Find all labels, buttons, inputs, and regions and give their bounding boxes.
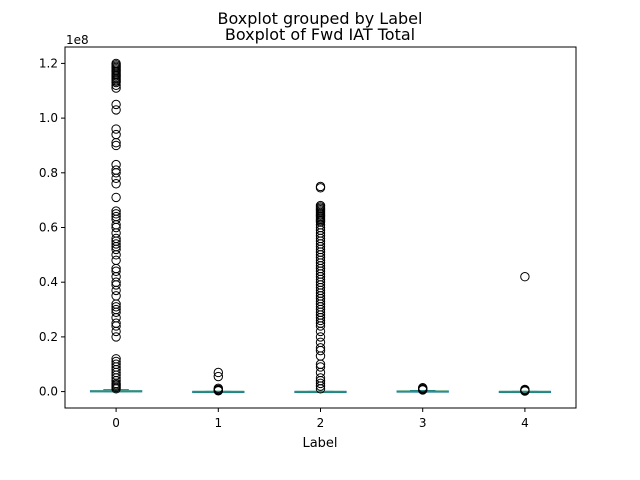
- y-tick-label: 0.0: [39, 385, 58, 399]
- box-group: [294, 181, 347, 394]
- flier-point: [418, 385, 428, 395]
- flier-point: [111, 83, 121, 93]
- x-tick-label: 1: [214, 416, 222, 430]
- flier-point: [111, 250, 121, 260]
- flier-point: [315, 351, 326, 361]
- flier-point: [111, 129, 121, 140]
- flier-point: [111, 239, 121, 249]
- y-tick-label: 1.2: [39, 56, 58, 70]
- flier-point: [213, 371, 224, 382]
- flier-point: [111, 192, 121, 203]
- flier-point: [111, 280, 121, 290]
- flier-point: [315, 315, 326, 326]
- plot-area: 0.0 0.2 0.4 0.6 0.8 1.0 1.2 0 1 2 3 4: [39, 56, 552, 430]
- flier-point: [315, 332, 326, 342]
- flier-point: [111, 168, 121, 178]
- flier-point: [111, 244, 121, 255]
- flier-point: [111, 105, 121, 115]
- flier-point: [315, 378, 326, 389]
- flier-point: [111, 285, 121, 296]
- y-offset-label: 1e8: [66, 33, 89, 47]
- flier-point: [111, 307, 121, 317]
- x-tick-label: 3: [419, 416, 427, 430]
- x-axis-label: Label: [302, 436, 337, 451]
- box-group: [192, 367, 245, 396]
- flier-point: [111, 124, 121, 134]
- flier-point: [315, 321, 326, 331]
- flier-point: [111, 140, 121, 151]
- flier-point: [315, 381, 326, 391]
- y-tick-label: 0.4: [39, 275, 58, 289]
- x-tick-label: 2: [317, 416, 325, 430]
- axes-frame: [64, 46, 577, 409]
- flier-point: [213, 386, 224, 396]
- box-group: [498, 272, 552, 396]
- flier-point: [315, 326, 326, 337]
- box-group: [89, 58, 143, 394]
- flier-point: [111, 77, 121, 88]
- flier-point: [111, 326, 121, 337]
- flier-point: [111, 80, 121, 90]
- flier-point: [315, 183, 326, 193]
- flier-point: [213, 367, 224, 378]
- flier-point: [315, 345, 326, 356]
- box-group: [396, 383, 449, 395]
- flier-point: [111, 255, 121, 266]
- x-tick-label: 4: [521, 416, 529, 430]
- flier-point: [520, 386, 530, 396]
- flier-point: [111, 209, 121, 219]
- chart-suptitle: Boxplot grouped by Label: [218, 9, 423, 28]
- chart-title: Boxplot of Fwd IAT Total: [225, 25, 415, 44]
- flier-point: [111, 384, 121, 394]
- flier-point: [111, 291, 121, 301]
- y-tick-label: 0.8: [39, 166, 58, 180]
- x-tick-label: 0: [112, 416, 120, 430]
- flier-point: [315, 384, 326, 394]
- flier-point: [111, 222, 121, 233]
- y-tick-label: 0.2: [39, 330, 58, 344]
- flier-point: [111, 321, 121, 331]
- y-tick-label: 0.6: [39, 221, 58, 235]
- flier-point: [111, 99, 121, 110]
- flier-point: [111, 138, 121, 148]
- flier-point: [111, 266, 121, 276]
- flier-point: [111, 302, 121, 312]
- flier-point: [111, 179, 121, 189]
- flier-point: [315, 362, 326, 372]
- flier-point: [111, 332, 121, 342]
- flier-point: [111, 173, 121, 183]
- y-tick-label: 1.0: [39, 111, 58, 125]
- flier-point: [520, 272, 530, 282]
